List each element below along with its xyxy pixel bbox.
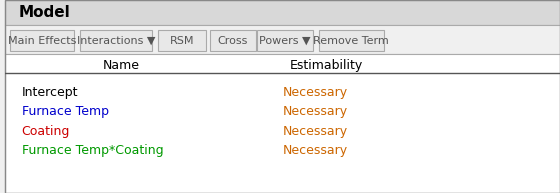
Text: Remove Term: Remove Term — [314, 36, 389, 46]
Text: Intercept: Intercept — [21, 86, 78, 99]
FancyBboxPatch shape — [5, 0, 560, 25]
Text: Powers ▼: Powers ▼ — [259, 36, 311, 46]
Text: Name: Name — [103, 59, 140, 72]
Text: Estimability: Estimability — [290, 59, 363, 72]
Text: Model: Model — [19, 5, 71, 20]
Text: Necessary: Necessary — [282, 86, 348, 99]
FancyBboxPatch shape — [258, 30, 313, 51]
Text: Necessary: Necessary — [282, 105, 348, 119]
Text: Cross: Cross — [218, 36, 248, 46]
Text: Furnace Temp*Coating: Furnace Temp*Coating — [21, 144, 163, 157]
FancyBboxPatch shape — [11, 30, 74, 51]
FancyBboxPatch shape — [5, 25, 560, 54]
FancyBboxPatch shape — [319, 30, 384, 51]
Text: Necessary: Necessary — [282, 144, 348, 157]
Text: Main Effects: Main Effects — [8, 36, 77, 46]
Text: Interactions ▼: Interactions ▼ — [77, 36, 155, 46]
Text: Necessary: Necessary — [282, 125, 348, 138]
FancyBboxPatch shape — [211, 30, 256, 51]
FancyBboxPatch shape — [5, 54, 560, 193]
Text: RSM: RSM — [170, 36, 194, 46]
Text: Coating: Coating — [21, 125, 70, 138]
FancyBboxPatch shape — [80, 30, 152, 51]
Text: Furnace Temp: Furnace Temp — [21, 105, 109, 119]
FancyBboxPatch shape — [157, 30, 207, 51]
